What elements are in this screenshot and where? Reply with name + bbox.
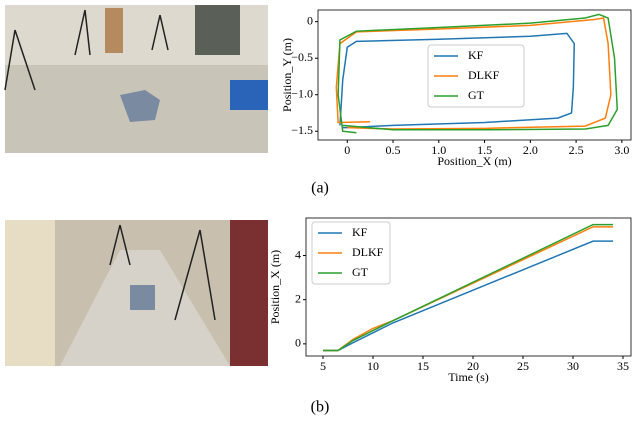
x-tick-label: 15 bbox=[417, 359, 429, 373]
caption: (b) bbox=[311, 399, 330, 416]
y-tick-label: 0 bbox=[307, 13, 313, 27]
plot-frame bbox=[317, 9, 632, 141]
y-tick-label: −1.5 bbox=[291, 123, 313, 137]
legend-label: DLKF bbox=[468, 68, 500, 82]
legend-label: KF bbox=[352, 225, 368, 239]
x-tick-label: 10 bbox=[367, 359, 379, 373]
x-tick-label: 25 bbox=[517, 359, 529, 373]
x-tick-label: 35 bbox=[617, 359, 629, 373]
x-tick-label: 5 bbox=[320, 359, 326, 373]
x-tick-label: 3.0 bbox=[614, 143, 629, 157]
y-tick-label: 0 bbox=[295, 336, 301, 350]
legend-label: GT bbox=[468, 88, 485, 102]
legend-box bbox=[311, 221, 391, 285]
x-tick-label: 0 bbox=[344, 143, 350, 157]
x-tick-label: 2.5 bbox=[569, 143, 584, 157]
photo-a bbox=[4, 5, 268, 153]
y-tick-label: 2 bbox=[295, 291, 301, 305]
y-axis-label: Position_X (m) bbox=[268, 250, 282, 324]
caption: (a) bbox=[311, 180, 329, 197]
x-tick-label: 1.5 bbox=[477, 143, 492, 157]
x-tick-label: 20 bbox=[467, 359, 479, 373]
data-line bbox=[335, 17, 612, 130]
data-line bbox=[337, 13, 619, 134]
x-tick-label: 2.0 bbox=[523, 143, 538, 157]
x-tick-label: 0.5 bbox=[386, 143, 401, 157]
x-tick-label: 1.0 bbox=[431, 143, 446, 157]
legend-label: KF bbox=[468, 48, 484, 62]
photo-b bbox=[5, 220, 268, 366]
data-line bbox=[339, 32, 576, 129]
legend-label: GT bbox=[352, 265, 369, 279]
plot-frame bbox=[305, 217, 632, 357]
legend-label: DLKF bbox=[352, 245, 384, 259]
legend-box bbox=[427, 44, 525, 108]
x-axis-label: Position_X (m) bbox=[437, 154, 511, 168]
x-tick-label: 30 bbox=[567, 359, 579, 373]
y-axis-label: Position_Y (m) bbox=[280, 38, 294, 112]
y-tick-label: 4 bbox=[295, 247, 301, 261]
data-line bbox=[323, 223, 613, 352]
y-tick-label: −0.5 bbox=[291, 50, 313, 64]
x-axis-label: Time (s) bbox=[448, 370, 489, 384]
y-tick-label: −1.0 bbox=[291, 86, 313, 100]
